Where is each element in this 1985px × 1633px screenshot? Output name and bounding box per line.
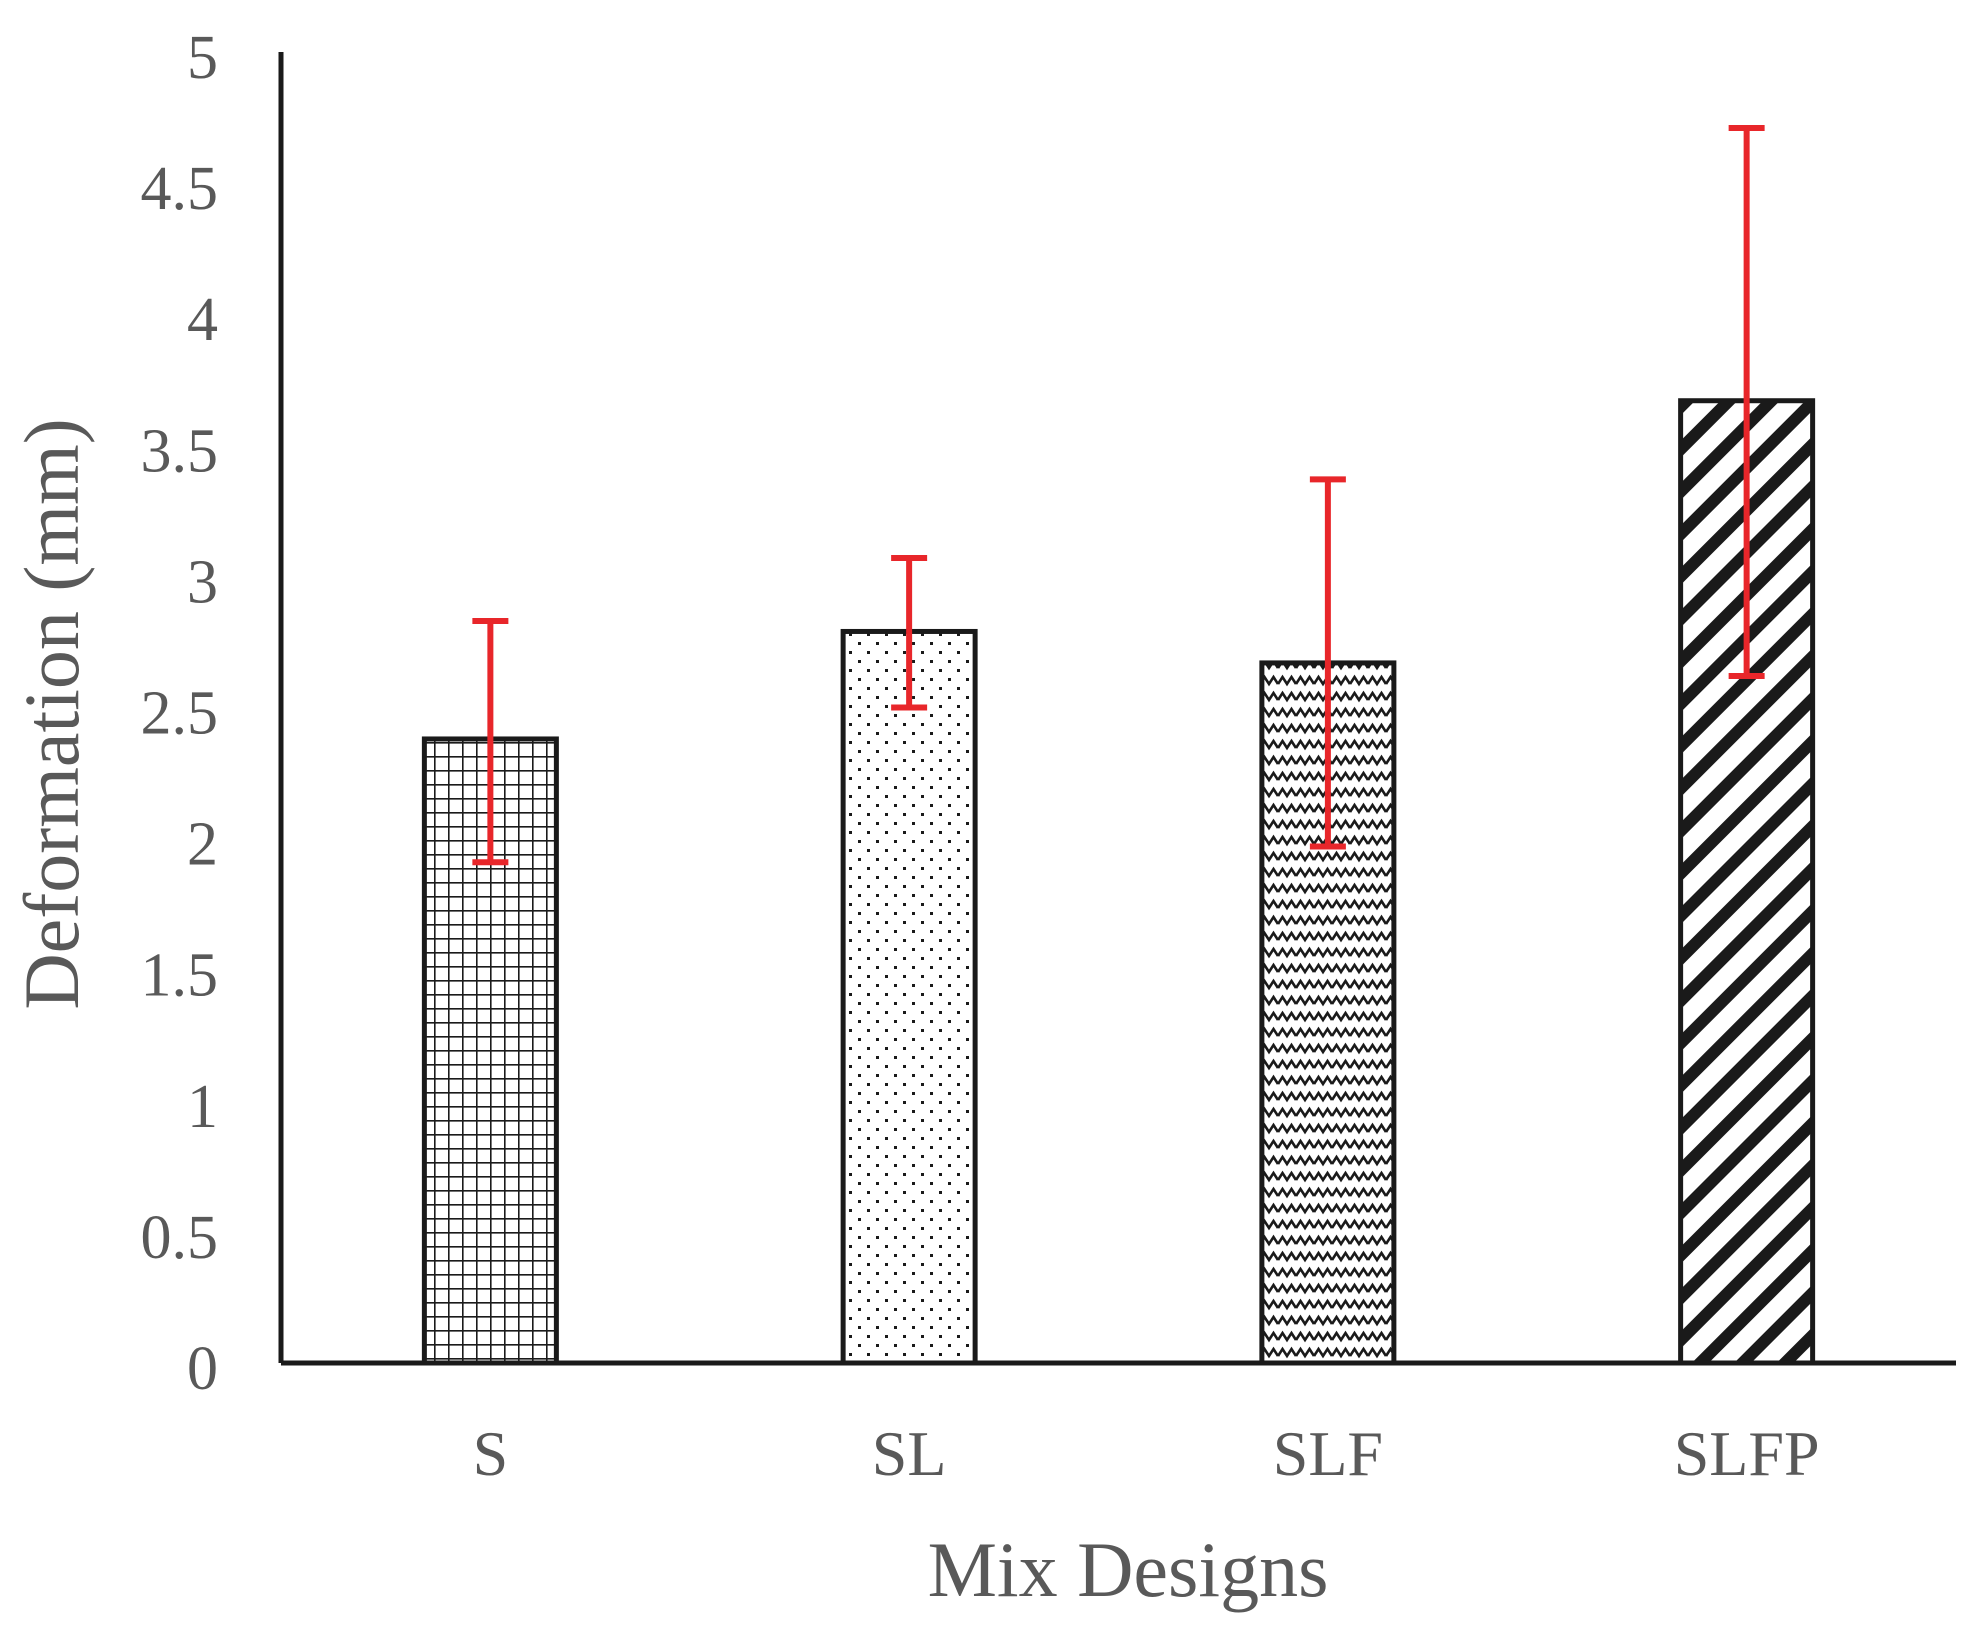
y-tick-label: 3.5 — [141, 417, 219, 485]
x-tick-label: SL — [872, 1418, 947, 1489]
error-bar-s — [472, 617, 509, 866]
bar-sl — [840, 628, 978, 1366]
y-tick-label: 3 — [187, 548, 218, 616]
y-tick-label: 4.5 — [141, 155, 219, 223]
y-tick-labels: 0 0.5 1 1.5 2 2.5 3 3.5 4 4.5 5 — [141, 24, 219, 1403]
y-tick-label: 2 — [187, 811, 218, 879]
error-bar-sl — [891, 555, 928, 711]
x-tick-label: SLF — [1273, 1418, 1383, 1489]
x-tick-label: SLFP — [1674, 1418, 1820, 1489]
x-tick-labels: S SL SLF SLFP — [473, 1418, 1820, 1489]
y-tick-label: 1.5 — [141, 942, 219, 1010]
y-tick-label: 1 — [187, 1073, 218, 1141]
error-bar-slf — [1309, 476, 1346, 850]
y-axis-title: Deformation (mm) — [8, 418, 95, 1009]
y-tick-label: 5 — [187, 24, 218, 92]
y-tick-label: 0 — [187, 1335, 218, 1403]
x-axis-title: Mix Designs — [928, 1526, 1329, 1613]
bars — [421, 398, 1816, 1366]
error-bars — [472, 125, 1765, 866]
y-tick-label: 0.5 — [141, 1204, 219, 1272]
y-tick-label: 2.5 — [141, 680, 219, 748]
error-bar-slfp — [1728, 125, 1765, 680]
x-tick-label: S — [473, 1418, 509, 1489]
y-tick-label: 4 — [187, 286, 218, 354]
